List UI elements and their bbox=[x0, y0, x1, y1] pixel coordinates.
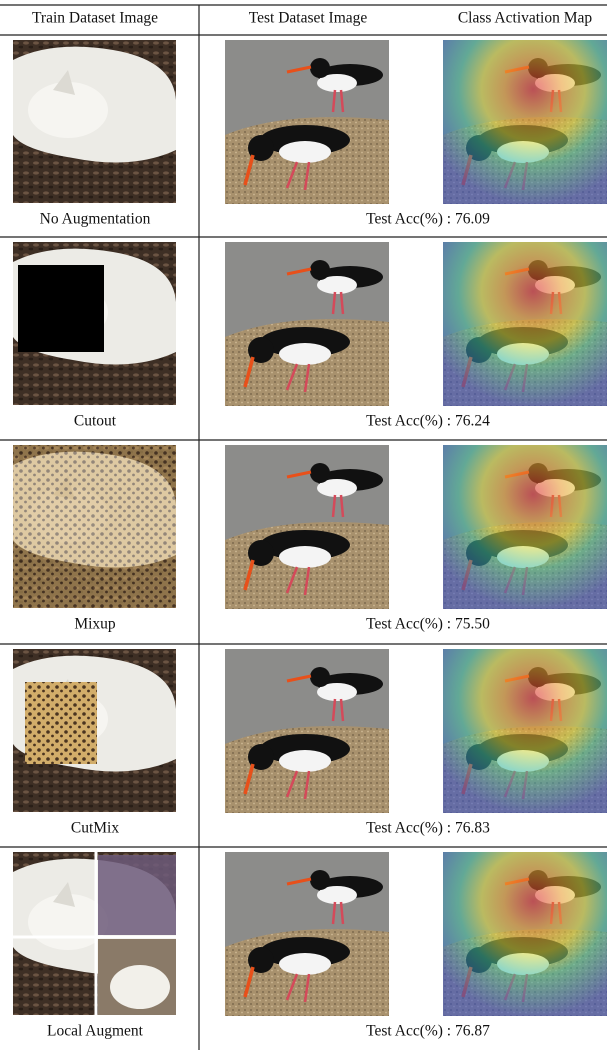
train-image bbox=[13, 40, 176, 203]
test-image bbox=[225, 649, 389, 813]
test-image bbox=[225, 852, 389, 1016]
column-header: Train Dataset Image bbox=[32, 10, 158, 27]
activation-map bbox=[443, 649, 607, 813]
test-accuracy: Test Acc(%) : 76.87 bbox=[366, 1023, 490, 1040]
activation-map bbox=[443, 242, 607, 406]
method-label: Mixup bbox=[74, 616, 116, 633]
cutout-patch bbox=[18, 265, 104, 352]
activation-map bbox=[443, 445, 607, 609]
test-accuracy: Test Acc(%) : 76.83 bbox=[366, 820, 490, 837]
augment-tile bbox=[98, 855, 176, 935]
method-label: No Augmentation bbox=[40, 211, 151, 228]
augment-tile bbox=[110, 965, 170, 1009]
method-label: Cutout bbox=[74, 413, 117, 430]
test-image bbox=[225, 242, 389, 406]
test-accuracy: Test Acc(%) : 76.09 bbox=[366, 211, 490, 228]
mixup-overlay bbox=[13, 445, 176, 608]
activation-map bbox=[443, 40, 607, 204]
method-label: Local Augment bbox=[47, 1023, 144, 1040]
test-image bbox=[225, 445, 389, 609]
column-header: Class Activation Map bbox=[458, 10, 593, 27]
method-label: CutMix bbox=[71, 820, 119, 837]
column-header: Test Dataset Image bbox=[249, 10, 368, 27]
test-image bbox=[225, 40, 389, 204]
cutmix-patch bbox=[25, 682, 97, 764]
figure: Train Dataset Image Test Dataset Image C… bbox=[0, 0, 607, 1050]
test-accuracy: Test Acc(%) : 75.50 bbox=[366, 616, 490, 633]
activation-map bbox=[443, 852, 607, 1016]
test-accuracy: Test Acc(%) : 76.24 bbox=[366, 413, 490, 430]
